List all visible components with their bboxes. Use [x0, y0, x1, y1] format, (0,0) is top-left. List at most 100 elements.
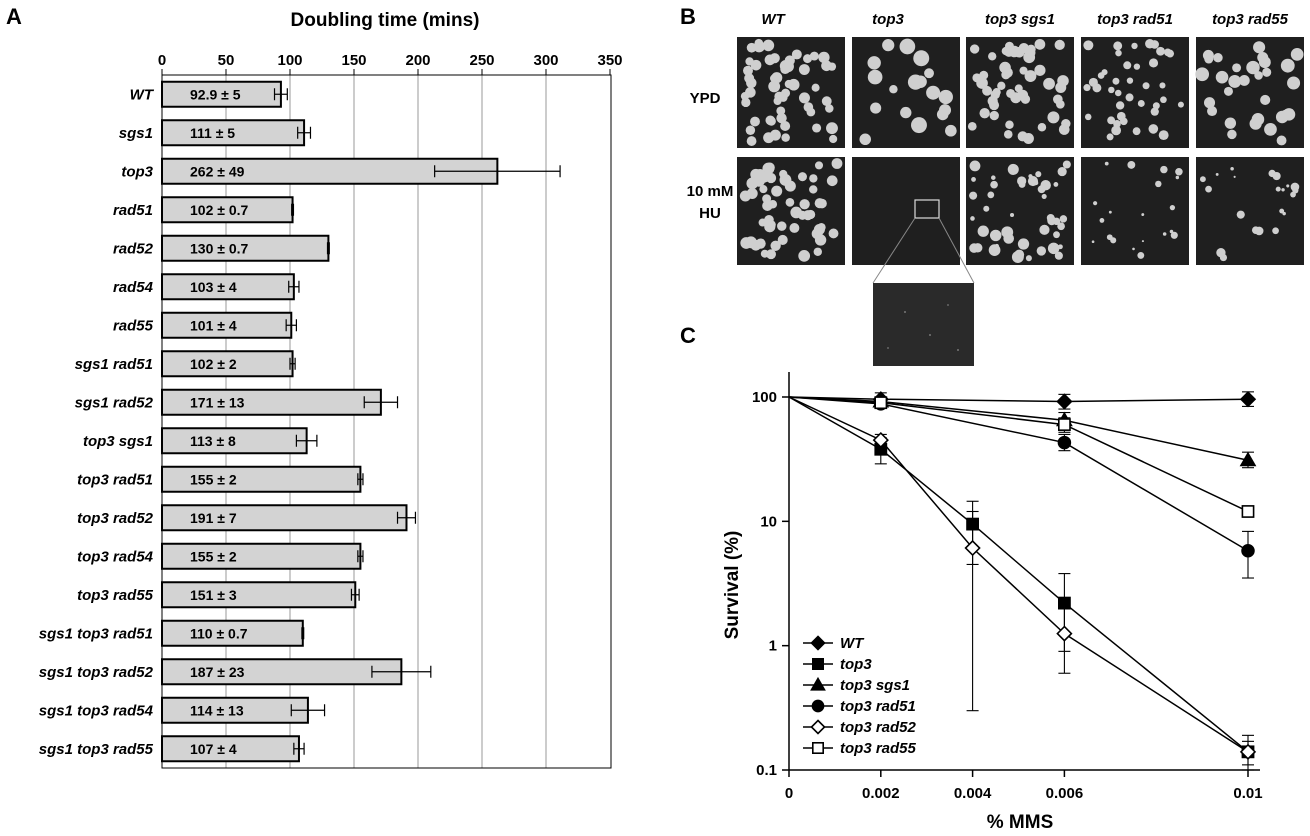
bar-value-label: 102 ± 0.7 — [190, 202, 248, 218]
colony — [798, 64, 810, 75]
colony — [746, 77, 757, 89]
colony — [1019, 66, 1028, 75]
colony — [825, 104, 834, 113]
colony — [1272, 227, 1279, 235]
series-line — [788, 396, 1249, 403]
colony — [821, 96, 832, 107]
colony — [1160, 96, 1167, 104]
colony — [1286, 184, 1290, 188]
condition-hu: HU — [699, 205, 721, 222]
colony — [1230, 167, 1234, 171]
colony — [1108, 86, 1115, 94]
colony — [867, 69, 883, 85]
bar-value-label: 130 ± 0.7 — [190, 240, 248, 256]
colony — [745, 57, 754, 66]
bar-x-tick: 0 — [158, 52, 166, 69]
colony — [771, 185, 783, 197]
colony — [1160, 165, 1168, 174]
colony — [811, 83, 820, 92]
colony — [987, 191, 995, 199]
condition-ypd: YPD — [690, 90, 721, 107]
plate-genotype-label: top3 — [872, 11, 904, 28]
line-x-tick: 0.006 — [1046, 785, 1084, 802]
colony — [768, 80, 781, 93]
colony — [972, 73, 982, 83]
colony — [785, 198, 795, 207]
bar-category-label: top3 rad51 — [77, 471, 153, 488]
colony — [798, 92, 810, 104]
bar-category-label: WT — [130, 86, 155, 103]
bar-value-label: 151 ± 3 — [190, 587, 237, 603]
bar — [161, 427, 308, 455]
colony — [1251, 226, 1260, 234]
colony — [1059, 215, 1068, 223]
plate-genotype-label: top3 sgs1 — [985, 11, 1055, 28]
condition-hu-dose: 10 mM — [687, 183, 734, 200]
colony — [811, 228, 823, 240]
colony — [1127, 160, 1136, 169]
colony — [1141, 240, 1144, 243]
colony — [1040, 179, 1051, 191]
bar-x-tick: 250 — [469, 52, 494, 69]
colony — [926, 85, 941, 100]
bar-category-label: sgs1 rad51 — [75, 356, 153, 373]
colony — [1213, 52, 1223, 63]
plate-images — [737, 37, 1304, 265]
colony — [1025, 255, 1032, 262]
colony — [746, 136, 757, 146]
colony — [882, 39, 895, 52]
colony — [750, 116, 760, 127]
plate-genotype-label: top3 rad55 — [1212, 11, 1289, 28]
colony — [769, 129, 781, 141]
colony — [1088, 77, 1098, 87]
colony — [1053, 231, 1060, 239]
colony — [1107, 116, 1116, 125]
panel-a-letter: A — [6, 4, 22, 29]
colony — [787, 78, 800, 91]
line-y-tick: 100 — [752, 389, 777, 406]
line-series-group — [788, 396, 1257, 766]
colony — [1203, 97, 1216, 109]
colony — [1119, 117, 1128, 126]
colony — [1260, 94, 1271, 106]
colony — [818, 51, 830, 64]
series-line — [788, 396, 1249, 513]
colony — [1009, 212, 1015, 218]
colony — [1104, 161, 1109, 166]
bar-category-label: sgs1 top3 rad51 — [39, 625, 153, 642]
colony — [1047, 242, 1060, 255]
colony — [1280, 109, 1292, 120]
colony — [1224, 117, 1237, 129]
colony — [970, 216, 975, 221]
colony — [1290, 47, 1304, 61]
bar-x-tick: 200 — [405, 52, 430, 69]
colony — [1093, 201, 1098, 206]
line-point — [1239, 743, 1257, 760]
colony — [1264, 122, 1277, 136]
bar-category-label: top3 rad55 — [77, 587, 154, 604]
bar-value-label: 171 ± 13 — [190, 394, 245, 410]
colony — [812, 123, 822, 133]
colony — [789, 223, 800, 233]
colony — [1223, 86, 1233, 96]
bar-category-label: rad54 — [113, 279, 154, 296]
colony — [809, 185, 818, 194]
colony — [766, 116, 776, 126]
line-series — [788, 391, 1257, 771]
line-ticks: 0 0.002 0.004 0.006 0.01 100 10 1 0.1 — [752, 389, 1263, 802]
colony — [911, 117, 927, 134]
bar-value-label: 113 ± 8 — [190, 433, 236, 449]
colony — [1236, 210, 1245, 219]
colony — [987, 95, 998, 107]
colony — [989, 229, 1002, 242]
line-y-tick: 10 — [760, 513, 777, 530]
line-point — [1058, 418, 1071, 431]
colony — [1141, 213, 1145, 217]
colony — [1062, 160, 1071, 169]
colony — [907, 74, 924, 90]
line-point — [1239, 451, 1257, 467]
line-point — [1241, 505, 1255, 518]
colony — [913, 50, 930, 67]
bar-category-label: sgs1 top3 rad52 — [39, 664, 154, 681]
bar-value-label: 92.9 ± 5 — [190, 86, 241, 102]
